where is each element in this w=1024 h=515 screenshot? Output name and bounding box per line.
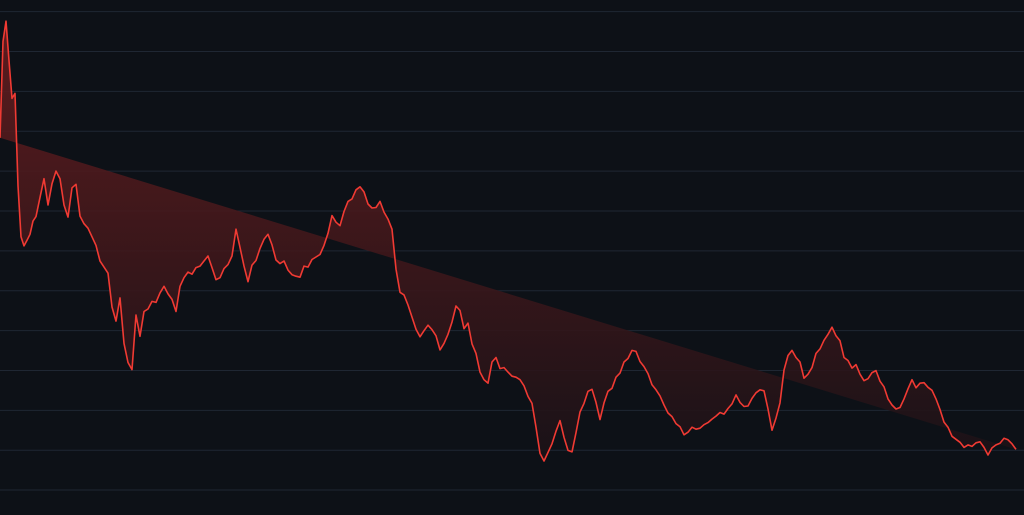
area-fill xyxy=(0,21,1016,461)
series-line xyxy=(0,20,1017,462)
